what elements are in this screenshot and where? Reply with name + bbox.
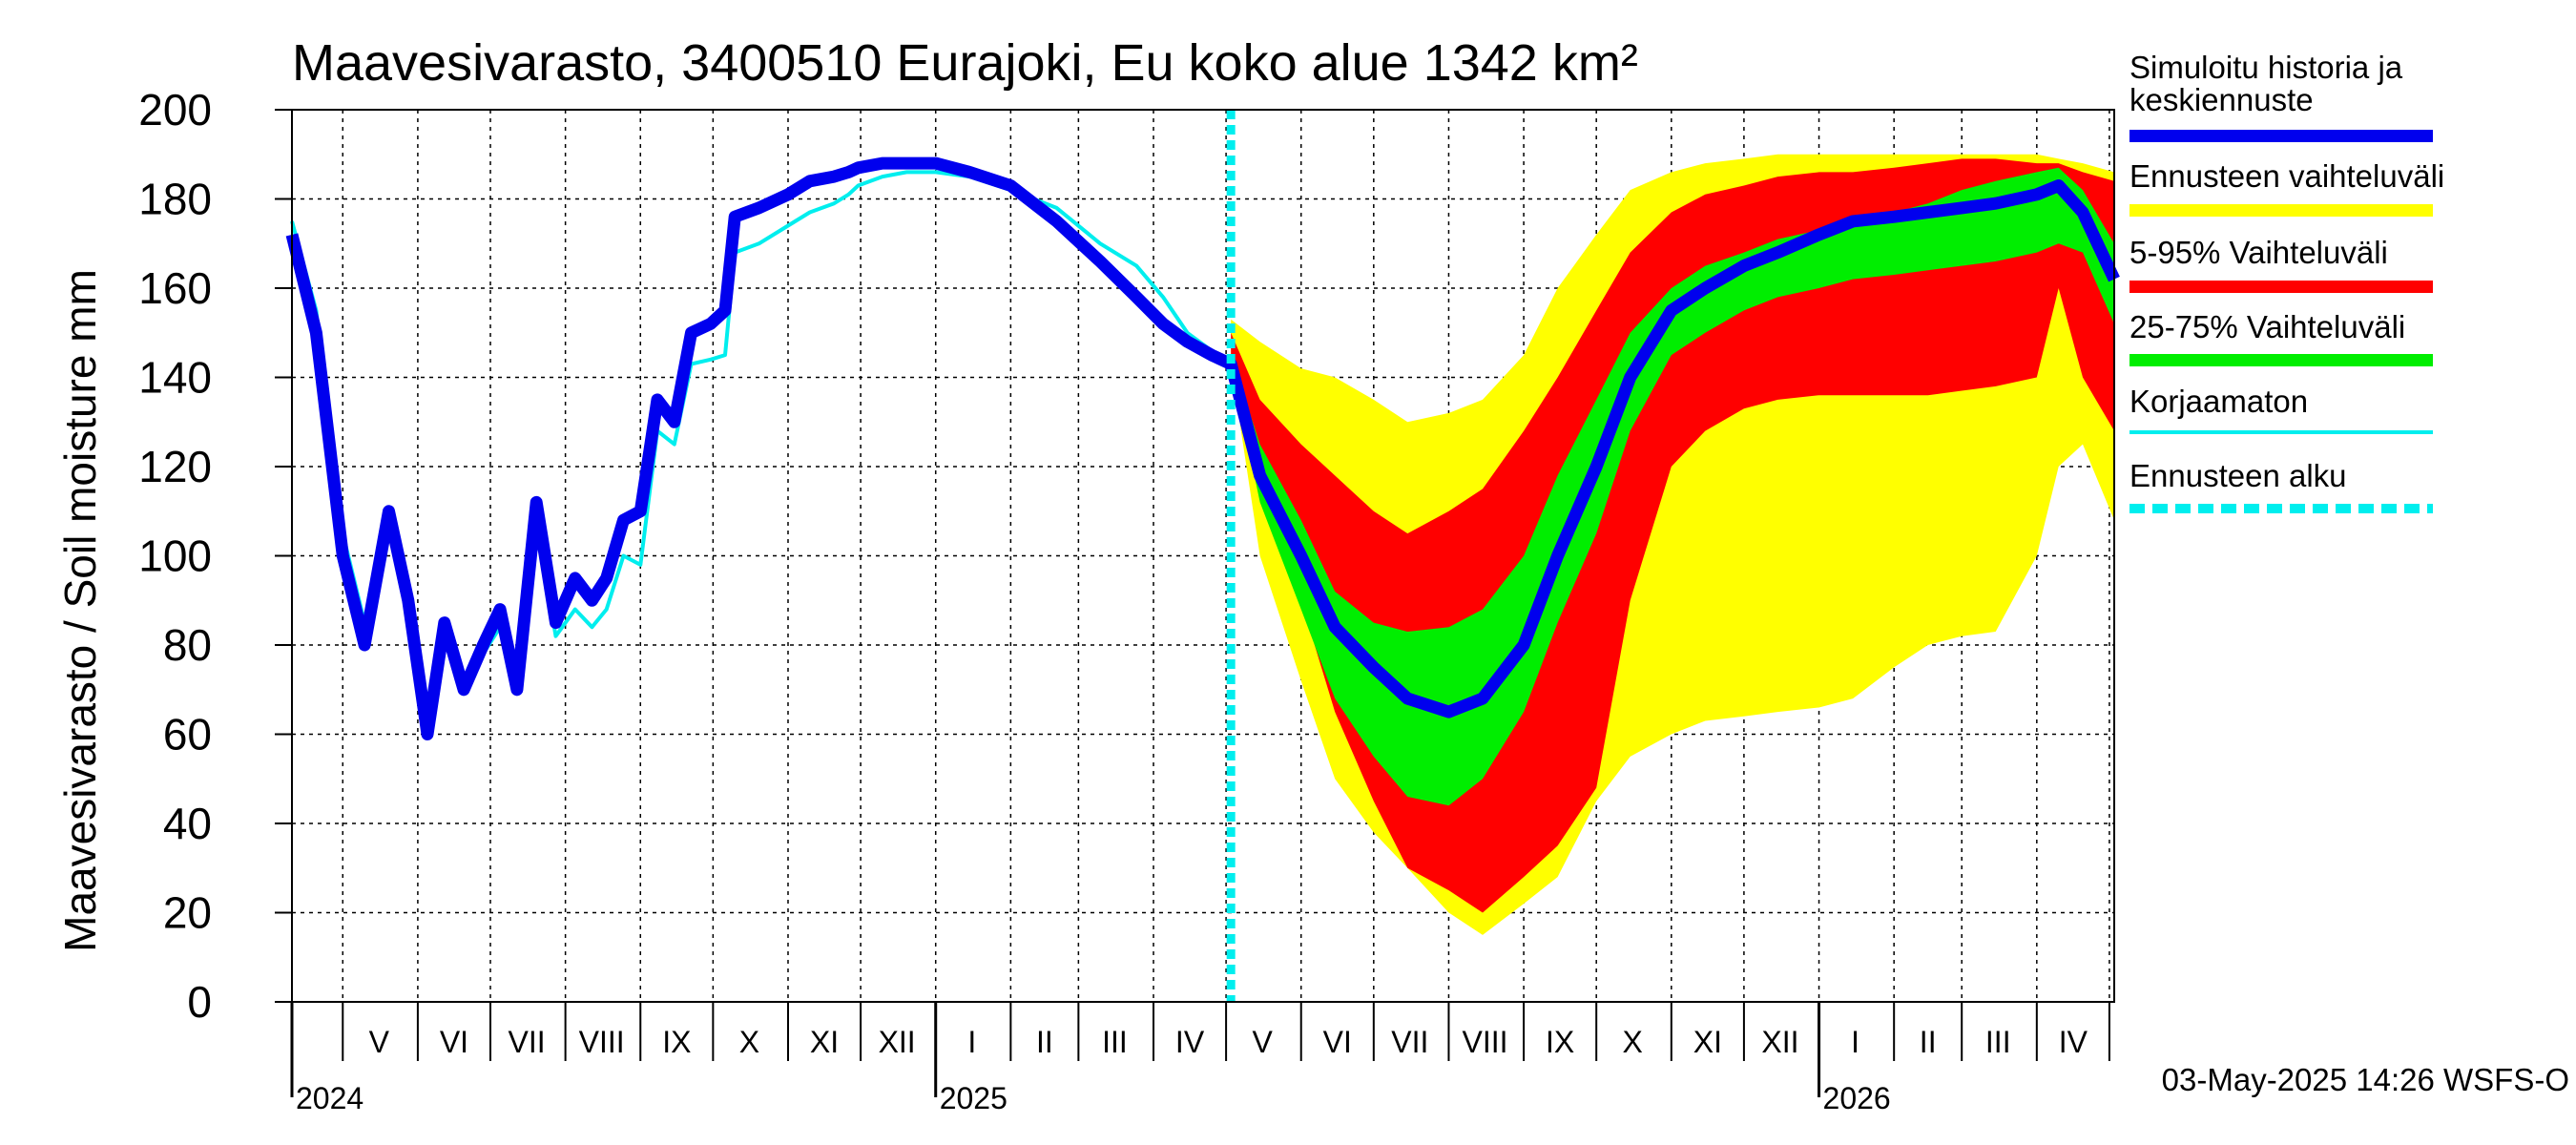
month-label: III xyxy=(1102,1025,1128,1059)
month-label: I xyxy=(967,1025,976,1059)
legend-swatch-simulated xyxy=(2129,130,2433,142)
y-tick-label: 160 xyxy=(138,263,212,313)
year-label: 2024 xyxy=(296,1081,364,1115)
chart-title: Maavesivarasto, 3400510 Eurajoki, Eu kok… xyxy=(292,34,1638,92)
month-label: XI xyxy=(810,1025,839,1059)
month-label: VIII xyxy=(579,1025,625,1059)
month-label: V xyxy=(369,1025,390,1059)
series-line-simulated xyxy=(285,156,2120,740)
y-tick-label: 20 xyxy=(163,888,212,938)
month-label: VI xyxy=(440,1025,468,1059)
y-tick-label: 100 xyxy=(138,531,212,581)
y-tick-label: 120 xyxy=(138,442,212,491)
month-label: VII xyxy=(508,1025,545,1059)
month-label: II xyxy=(1920,1025,1937,1059)
legend-swatch-5-95 xyxy=(2129,281,2433,293)
month-label: III xyxy=(1985,1025,2011,1059)
y-tick-label: 180 xyxy=(138,175,212,224)
legend-swatch-range xyxy=(2129,204,2433,217)
forecast-bands xyxy=(1231,154,2114,935)
month-label: XII xyxy=(1761,1025,1798,1059)
month-label: X xyxy=(1623,1025,1643,1059)
month-label: VIII xyxy=(1462,1025,1507,1059)
legend-swatch-25-75 xyxy=(2129,354,2433,366)
y-tick-label: 0 xyxy=(187,977,212,1027)
year-label: 2025 xyxy=(940,1081,1008,1115)
month-label: IX xyxy=(1546,1025,1574,1059)
legend-label-5-95: 5-95% Vaihteluväli xyxy=(2129,235,2388,270)
legend-label-25-75: 25-75% Vaihteluväli xyxy=(2129,309,2405,344)
y-tick-label: 200 xyxy=(138,85,212,135)
month-label: II xyxy=(1036,1025,1053,1059)
band-25-75-vaihteluv-li xyxy=(1231,167,2114,806)
y-tick-label: 60 xyxy=(163,710,212,760)
y-tick-label: 140 xyxy=(138,353,212,403)
month-label: VI xyxy=(1323,1025,1352,1059)
timestamp: 03-May-2025 14:26 WSFS-O xyxy=(2162,1062,2569,1097)
month-label: X xyxy=(739,1025,759,1059)
legend-label-simulated-line2: keskiennuste xyxy=(2129,82,2314,117)
month-label: IV xyxy=(2059,1025,2088,1059)
month-label: XII xyxy=(879,1025,916,1059)
y-axis-label: Maavesivarasto / Soil moisture mm xyxy=(55,269,105,952)
y-tick-label: 80 xyxy=(163,620,212,670)
legend-label-forecast-start: Ennusteen alku xyxy=(2129,458,2347,493)
legend-label-uncorrected: Korjaamaton xyxy=(2129,384,2308,419)
y-axis: 0 20 40 60 80 100 120 140 160 180 200 xyxy=(138,85,292,1027)
x-axis: V VI VII VIII IX X XI XII I II III IV V VI VII VIII IX X X… xyxy=(290,1002,2110,1115)
y-tick-label: 40 xyxy=(163,799,212,848)
month-label: IX xyxy=(662,1025,691,1059)
legend-swatch-uncorrected xyxy=(2129,430,2433,434)
year-label: 2026 xyxy=(1823,1081,1891,1115)
series-lines xyxy=(285,156,2120,740)
month-label: IV xyxy=(1175,1025,1205,1059)
legend-label-range: Ennusteen vaihteluväli xyxy=(2129,158,2444,194)
month-label: VII xyxy=(1391,1025,1428,1059)
month-label: I xyxy=(1851,1025,1859,1059)
month-label: V xyxy=(1252,1025,1273,1059)
month-label: XI xyxy=(1693,1025,1722,1059)
legend: Simuloitu historia ja keskiennuste Ennus… xyxy=(2129,50,2444,513)
legend-label-simulated-line1: Simuloitu historia ja xyxy=(2129,50,2403,85)
